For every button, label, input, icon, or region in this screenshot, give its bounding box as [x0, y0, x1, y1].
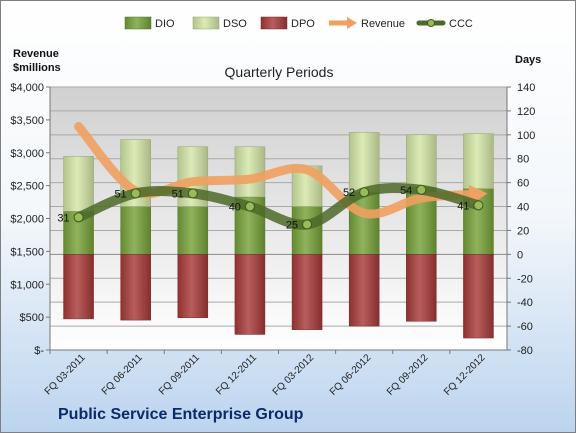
x-tick-label: FQ 03-2011	[43, 352, 88, 397]
legend-swatch-dpo	[260, 16, 288, 30]
bar-dpo	[348, 254, 380, 327]
left-tick-label: $2,000	[10, 214, 44, 226]
legend-label-dpo: DPO	[291, 18, 315, 30]
x-tick-label: FQ 12-2012	[442, 352, 488, 398]
x-tick-label: FQ 03-2012	[271, 352, 317, 398]
ccc-point	[73, 212, 84, 223]
ccc-point	[359, 187, 370, 198]
ccc-point	[302, 219, 313, 230]
right-tick-label: 0	[517, 249, 523, 261]
left-tick-label: $-	[34, 345, 44, 357]
x-tick-label: FQ 06-2012	[328, 352, 374, 398]
right-tick-label: 20	[517, 225, 529, 237]
right-tick-label: 80	[517, 154, 529, 166]
right-tick-label: -80	[517, 345, 533, 357]
bar-dso	[406, 134, 437, 188]
right-tick-label: 140	[517, 82, 535, 94]
ccc-data-label: 52	[343, 187, 355, 199]
ccc-point	[416, 184, 427, 195]
legend-arrow-revenue	[347, 17, 357, 29]
right-axis-title: Days	[515, 54, 541, 66]
right-tick-label: -60	[517, 321, 533, 333]
bar-dpo	[120, 254, 151, 321]
bar-dio	[177, 206, 209, 255]
legend-label-revenue: Revenue	[361, 18, 405, 30]
ccc-data-label: 31	[57, 212, 69, 224]
left-tick-label: $500	[20, 312, 44, 324]
ccc-data-label: 40	[229, 202, 241, 214]
ccc-data-label: 51	[172, 188, 184, 200]
x-tick-label: FQ 09-2011	[157, 352, 202, 397]
ccc-data-label: 25	[286, 219, 298, 231]
ccc-point	[244, 201, 255, 212]
legend-label-dso: DSO	[223, 18, 247, 30]
ccc-data-label: 41	[457, 200, 469, 212]
bar-dpo	[234, 254, 266, 335]
legend-label-ccc: CCC	[449, 18, 473, 30]
bar-dpo	[63, 254, 94, 320]
left-tick-label: $3,000	[10, 148, 44, 160]
legend-swatch-dio	[124, 16, 152, 30]
ccc-line	[73, 183, 484, 230]
ccc-point	[473, 200, 484, 211]
right-tick-label: 40	[517, 202, 529, 214]
left-tick-label: $1,500	[10, 246, 44, 258]
bar-dso	[463, 133, 494, 189]
x-tick-label: FQ 09-2012	[385, 352, 431, 398]
ccc-data-label: 51	[114, 188, 126, 200]
x-tick-label: FQ 06-2011	[100, 352, 145, 397]
legend-marker-ccc	[427, 19, 435, 27]
bar-dso	[63, 156, 94, 212]
company-name: Public Service Enterprise Group	[58, 406, 304, 423]
bar-dso	[234, 146, 266, 198]
right-tick-label: -40	[517, 297, 533, 309]
left-tick-label: $1,000	[10, 279, 44, 291]
x-tick-label: FQ 12-2011	[214, 352, 259, 397]
legend-label-dio: DIO	[155, 18, 175, 30]
bar-dpo	[406, 254, 437, 322]
bar-dio	[120, 206, 151, 255]
legend-swatch-dso	[192, 16, 220, 30]
bar-dso	[348, 132, 380, 193]
left-axis-title-line2: $millions	[13, 62, 61, 74]
right-tick-label: -20	[517, 273, 533, 285]
chart-title: Quarterly Periods	[225, 64, 334, 80]
ccc-point	[130, 188, 141, 199]
ccc-point	[187, 188, 198, 199]
bar-dpo	[291, 254, 323, 330]
right-tick-label: 100	[517, 130, 535, 142]
bar-dpo	[463, 254, 494, 339]
left-axis-title-line1: Revenue	[13, 48, 59, 60]
left-tick-label: $2,500	[10, 181, 44, 193]
bar-dpo	[177, 254, 209, 318]
left-tick-label: $3,500	[10, 115, 44, 127]
ccc-data-label: 54	[400, 185, 412, 197]
left-tick-label: $4,000	[10, 82, 44, 94]
right-tick-label: 120	[517, 106, 535, 118]
right-tick-label: 60	[517, 178, 529, 190]
